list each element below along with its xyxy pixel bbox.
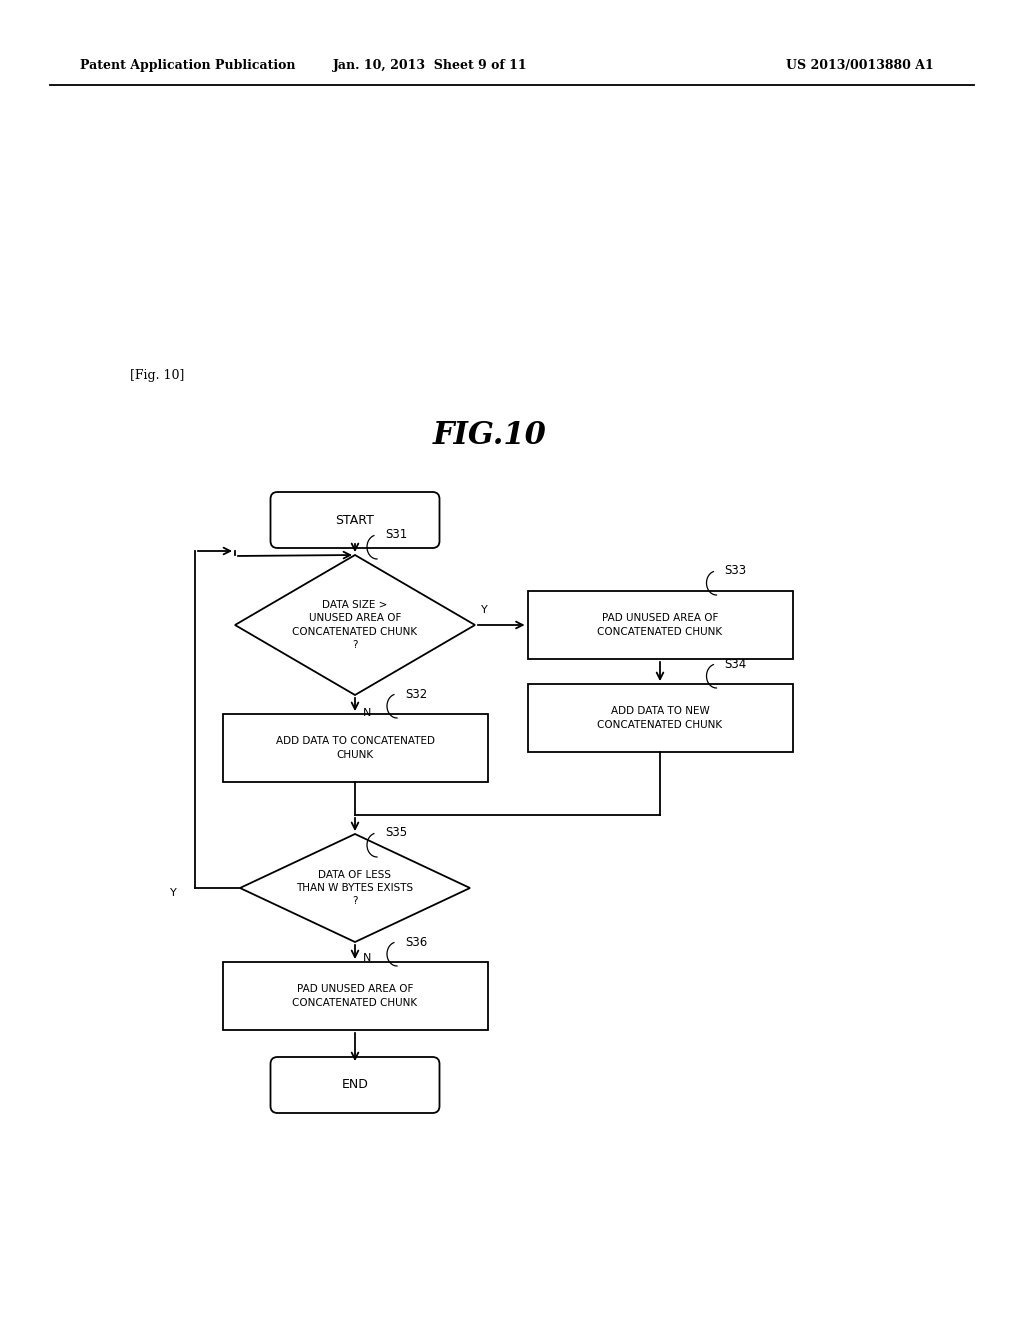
Bar <box>222 962 487 1030</box>
Text: N: N <box>362 708 372 718</box>
Text: FIG.10: FIG.10 <box>433 420 547 450</box>
Text: N: N <box>362 953 372 964</box>
Text: S31: S31 <box>385 528 408 541</box>
Text: ADD DATA TO NEW
CONCATENATED CHUNK: ADD DATA TO NEW CONCATENATED CHUNK <box>597 706 723 730</box>
Bar <box>222 714 487 781</box>
Polygon shape <box>240 834 470 942</box>
FancyBboxPatch shape <box>270 1057 439 1113</box>
Text: S32: S32 <box>406 688 427 701</box>
Text: END: END <box>342 1078 369 1092</box>
Text: S34: S34 <box>725 657 746 671</box>
Text: START: START <box>336 513 375 527</box>
Text: PAD UNUSED AREA OF
CONCATENATED CHUNK: PAD UNUSED AREA OF CONCATENATED CHUNK <box>293 985 418 1007</box>
Text: Patent Application Publication: Patent Application Publication <box>80 58 296 71</box>
FancyBboxPatch shape <box>270 492 439 548</box>
Text: S33: S33 <box>725 565 746 578</box>
Text: [Fig. 10]: [Fig. 10] <box>130 368 184 381</box>
Text: DATA OF LESS
THAN W BYTES EXISTS
?: DATA OF LESS THAN W BYTES EXISTS ? <box>296 870 414 907</box>
Text: S35: S35 <box>385 826 408 840</box>
Polygon shape <box>234 554 475 696</box>
Text: Y: Y <box>170 888 177 898</box>
Text: PAD UNUSED AREA OF
CONCATENATED CHUNK: PAD UNUSED AREA OF CONCATENATED CHUNK <box>597 614 723 636</box>
Text: Y: Y <box>481 605 487 615</box>
Bar <box>527 591 793 659</box>
Text: US 2013/0013880 A1: US 2013/0013880 A1 <box>786 58 934 71</box>
Text: DATA SIZE >
UNUSED AREA OF
CONCATENATED CHUNK
?: DATA SIZE > UNUSED AREA OF CONCATENATED … <box>293 601 418 649</box>
Bar <box>527 684 793 752</box>
Text: Jan. 10, 2013  Sheet 9 of 11: Jan. 10, 2013 Sheet 9 of 11 <box>333 58 527 71</box>
Text: ADD DATA TO CONCATENATED
CHUNK: ADD DATA TO CONCATENATED CHUNK <box>275 737 434 759</box>
Text: S36: S36 <box>406 936 427 949</box>
